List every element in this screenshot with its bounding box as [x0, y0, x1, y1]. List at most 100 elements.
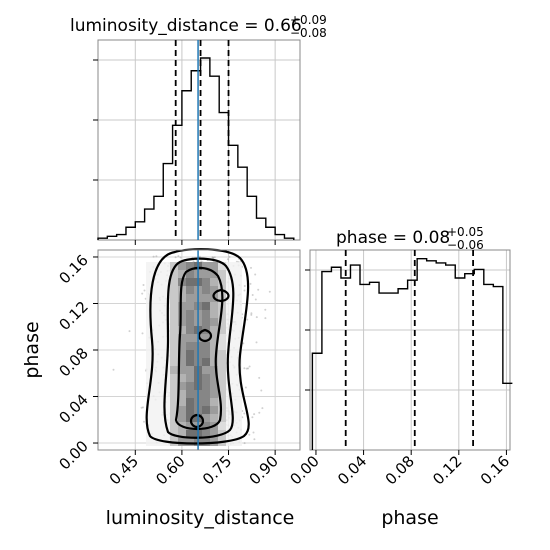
density-cell	[154, 406, 162, 414]
y-tick-label: 0.16	[55, 251, 91, 287]
x-tick-label: 0.04	[334, 452, 370, 488]
sample-point	[143, 420, 145, 423]
histogram-step	[311, 257, 513, 450]
contour-outer	[145, 248, 250, 445]
density-cell	[186, 358, 194, 366]
density-cell	[154, 358, 162, 366]
sample-point	[252, 431, 255, 434]
density-cell	[226, 350, 234, 358]
x-tick-label: 0.12	[429, 452, 465, 488]
density-cell	[178, 262, 186, 270]
sample-point	[242, 342, 245, 345]
density-cell	[218, 358, 226, 366]
density-cell	[178, 342, 186, 350]
sample-point	[251, 294, 254, 296]
density-cell	[210, 358, 218, 366]
density-cell	[154, 334, 162, 342]
contour-blob-1	[212, 288, 230, 303]
density-cell	[202, 374, 210, 382]
sample-point	[243, 289, 246, 292]
density-cell	[146, 414, 154, 422]
density-cell	[218, 278, 226, 286]
density-cell	[202, 318, 210, 326]
density-cell	[186, 398, 194, 406]
y-tick-label: 0.12	[55, 298, 91, 334]
density-cell	[170, 262, 178, 270]
density-cell	[154, 430, 162, 438]
density-cell	[170, 318, 178, 326]
sample-point	[257, 288, 260, 291]
density-cell	[202, 366, 210, 374]
density-cell	[210, 326, 218, 334]
sample-point	[152, 255, 155, 258]
sample-point	[226, 258, 229, 261]
title-minus-error: −0.08	[290, 26, 327, 40]
sample-point	[253, 413, 256, 416]
density-cell	[234, 438, 242, 446]
density-cell	[234, 310, 242, 318]
density-cell	[162, 398, 170, 406]
sample-point	[258, 376, 261, 379]
sample-point	[128, 330, 131, 333]
density-cell	[162, 278, 170, 286]
density-cell	[186, 310, 194, 318]
density-cell	[154, 318, 162, 326]
density-cell	[226, 366, 234, 374]
histogram-step	[97, 57, 295, 240]
sample-point	[249, 282, 252, 285]
sample-point	[248, 433, 251, 436]
density-cell	[202, 358, 210, 366]
density-cell	[170, 414, 178, 422]
density-cell	[186, 390, 194, 398]
sample-point	[250, 312, 253, 315]
phase-title: phase = 0.08	[336, 228, 450, 248]
density-cell	[154, 390, 162, 398]
density-cell	[218, 414, 226, 422]
density-cell	[186, 374, 194, 382]
density-cell	[234, 406, 242, 414]
density-cell	[234, 286, 242, 294]
sample-point	[198, 255, 201, 258]
density-cell	[218, 342, 226, 350]
density-cell	[170, 406, 178, 414]
luminosity-distance-histogram-panel: luminosity_distance = 0.66 +0.09 −0.08	[70, 13, 327, 245]
density-cell	[234, 334, 242, 342]
density-cell	[170, 294, 178, 302]
x-axis-label: luminosity_distance	[106, 507, 295, 529]
density-cell	[202, 438, 210, 446]
density-cell	[226, 318, 234, 326]
sample-point	[142, 284, 145, 286]
sample-point	[140, 406, 143, 409]
density-cell	[234, 326, 242, 334]
density-cell	[186, 430, 194, 438]
density-cell	[218, 318, 226, 326]
density-cell	[178, 294, 186, 302]
density-cell	[218, 390, 226, 398]
density-cell	[162, 286, 170, 294]
density-cell	[162, 302, 170, 310]
x-tick-label: 0.08	[382, 452, 418, 488]
density-cell	[210, 342, 218, 350]
density-cell	[162, 318, 170, 326]
x-tick-label: 0.75	[199, 452, 235, 488]
density-cell	[162, 294, 170, 302]
sample-point	[243, 367, 246, 370]
density-cell	[202, 270, 210, 278]
density-cell	[186, 422, 194, 430]
density-cell	[186, 334, 194, 342]
density-cell	[154, 422, 162, 430]
sample-point	[174, 256, 177, 259]
sample-point	[248, 365, 251, 368]
density-cell	[178, 438, 186, 446]
density-cell	[226, 342, 234, 350]
sample-point	[243, 412, 246, 415]
density-cell	[226, 278, 234, 286]
density-cell	[202, 310, 210, 318]
sample-point	[244, 386, 247, 389]
density-cell	[202, 342, 210, 350]
density-cell	[170, 422, 178, 430]
density-cell	[146, 358, 154, 366]
density-cell	[170, 430, 178, 438]
sample-point	[253, 438, 256, 441]
